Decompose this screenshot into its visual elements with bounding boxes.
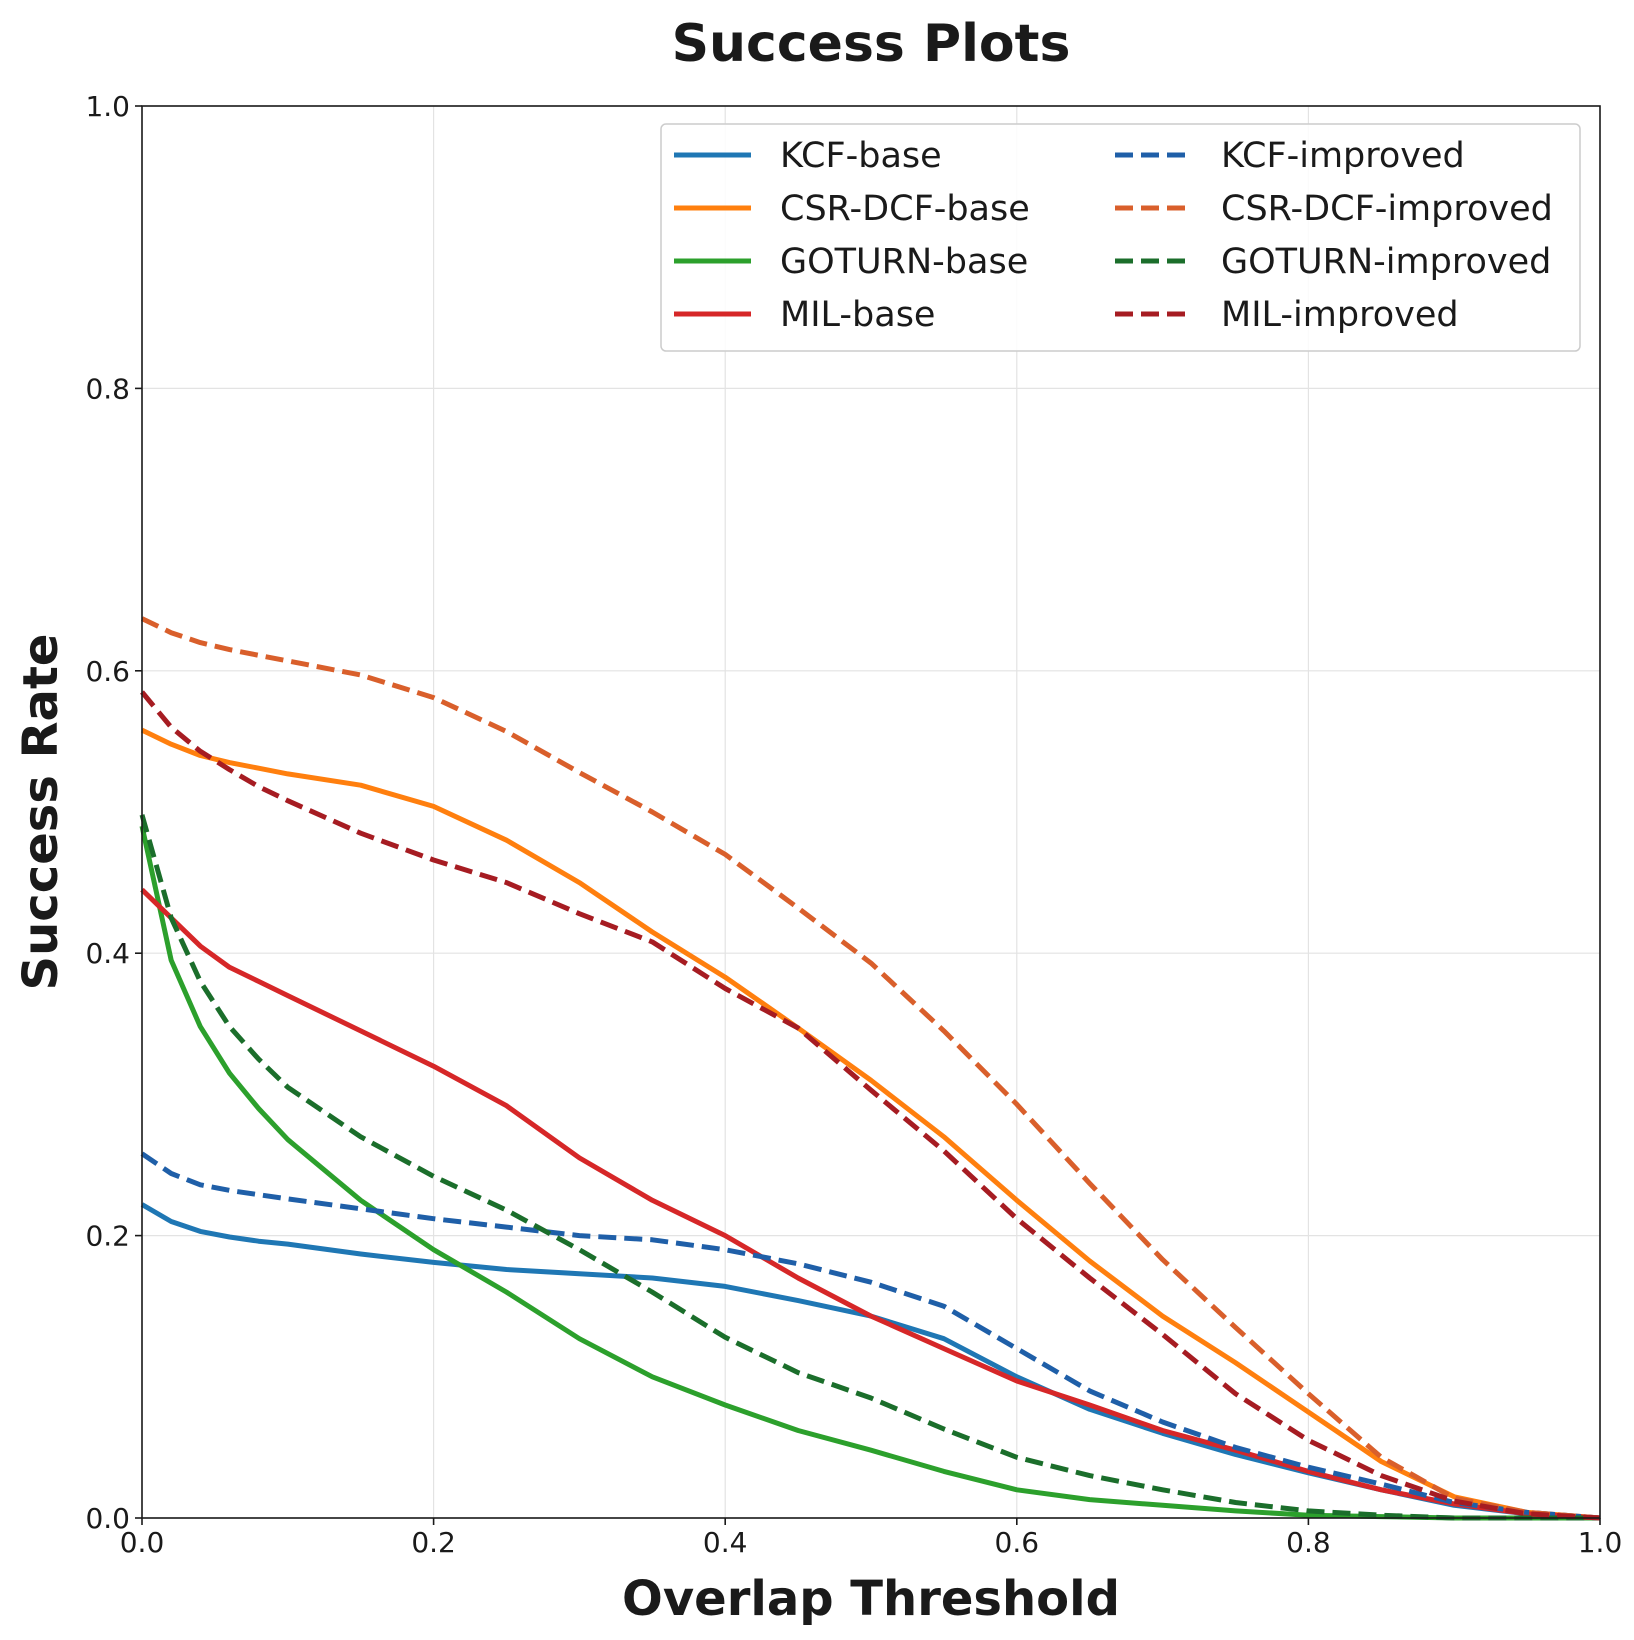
y-tick-label: 1.0 <box>85 90 130 123</box>
goturn-improved-line <box>139 814 1600 1521</box>
y-tick-label: 0.4 <box>85 937 130 970</box>
legend-label-mil-base: MIL-base <box>780 295 935 335</box>
csr-dcf-improved-line <box>140 616 1601 1521</box>
x-tick-label: 0.8 <box>1286 1526 1331 1559</box>
y-tick-label: 0.6 <box>85 655 130 688</box>
kcf-improved-line <box>140 1151 1601 1521</box>
x-tick-label: 1.0 <box>1578 1526 1623 1559</box>
mil-improved-line <box>140 690 1601 1521</box>
x-tick-label: 0.2 <box>411 1526 456 1559</box>
axis-ticks: 0.0 0.2 0.4 0.6 0.8 1.0 0.0 0.2 0.4 0.6 0.8 1.0 <box>85 90 1622 1559</box>
kcf-base-line <box>140 1202 1601 1521</box>
goturn-base-line <box>139 825 1600 1521</box>
legend-label-mil-improved: MIL-improved <box>1221 295 1459 335</box>
x-axis-label: Overlap Threshold <box>622 1571 1120 1627</box>
legend-box <box>660 123 1581 352</box>
x-tick-label: 0.0 <box>120 1526 165 1559</box>
y-tick-label: 0.2 <box>85 1220 130 1253</box>
x-tick-label: 0.4 <box>703 1526 748 1559</box>
series-lines <box>139 616 1601 1521</box>
csr-dcf-base-line <box>140 727 1601 1521</box>
legend-label-kcf-base: KCF-base <box>780 136 942 176</box>
legend-label-goturn-base: GOTURN-base <box>780 242 1028 282</box>
legend-label-csr-dcf-improved: CSR-DCF-improved <box>1221 189 1553 229</box>
mil-base-line <box>140 887 1601 1521</box>
legend-label-goturn-improved: GOTURN-improved <box>1221 242 1551 282</box>
y-tick-label: 0.8 <box>85 372 130 405</box>
legend: KCF-base CSR-DCF-base GOTURN-base MIL-base K… <box>660 123 1581 352</box>
y-tick-label: 0.0 <box>85 1502 130 1535</box>
x-tick-label: 0.6 <box>995 1526 1040 1559</box>
legend-label-kcf-improved: KCF-improved <box>1221 136 1465 176</box>
legend-label-csr-dcf-base: CSR-DCF-base <box>780 189 1030 229</box>
chart-title: Success Plots <box>672 14 1071 74</box>
plot-frame <box>141 105 1601 1519</box>
y-axis-label: Success Rate <box>13 634 69 991</box>
